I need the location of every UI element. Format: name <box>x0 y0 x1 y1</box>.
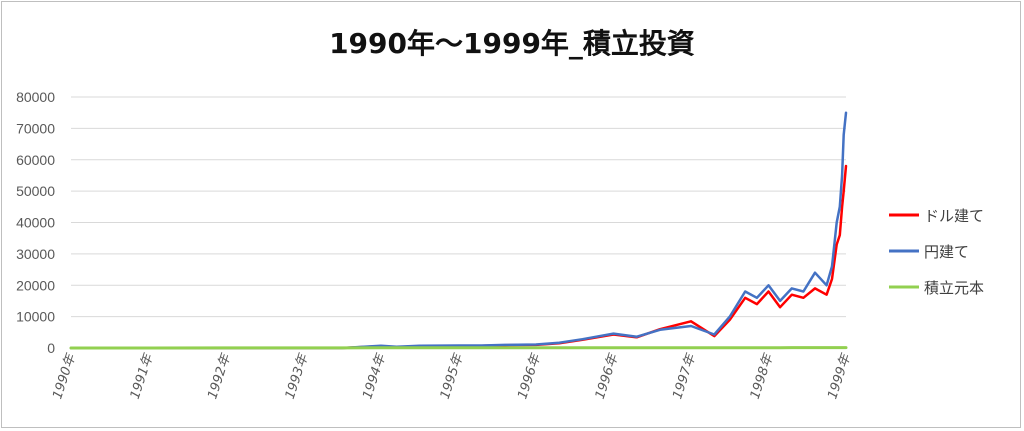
x-tick-label: 1997年 <box>670 351 699 401</box>
x-tick-label: 1996年 <box>593 351 622 401</box>
y-tick-label: 50000 <box>16 183 55 199</box>
x-tick-label: 1996年 <box>515 351 544 401</box>
x-tick-label: 1999年 <box>825 351 854 401</box>
x-tick-label: 1990年 <box>50 351 79 401</box>
y-tick-label: 30000 <box>16 246 55 262</box>
x-tick-label: 1995年 <box>438 351 467 401</box>
legend-label: 円建て <box>924 243 969 261</box>
x-axis-tick-labels: 1990年 1991年 1992年 1993年 1994年 1995年 1996年 1996年… <box>50 351 854 401</box>
series-line-1 <box>69 164 848 350</box>
x-tick-label: 1992年 <box>205 351 234 401</box>
series-line-2 <box>69 111 848 350</box>
y-tick-label: 0 <box>47 340 55 356</box>
x-tick-label: 1998年 <box>748 351 777 401</box>
y-tick-label: 60000 <box>16 152 55 168</box>
y-tick-label: 20000 <box>16 277 55 293</box>
series-lines <box>69 111 848 350</box>
y-tick-label: 10000 <box>16 309 55 325</box>
x-tick-label: 1993年 <box>283 351 312 401</box>
legend-label: ドル建て <box>924 207 984 225</box>
x-tick-label: 1994年 <box>360 351 389 401</box>
x-tick-label: 1991年 <box>128 351 157 401</box>
y-axis-tick-labels: 0 10000 20000 30000 40000 50000 60000 70000 8000… <box>16 89 55 356</box>
chart-title: 1990年～1999年_積立投資 <box>329 27 695 60</box>
gridlines <box>71 96 846 349</box>
y-tick-label: 80000 <box>16 89 55 105</box>
y-tick-label: 70000 <box>16 120 55 136</box>
y-tick-label: 40000 <box>16 215 55 231</box>
legend-label: 積立元本 <box>924 279 984 297</box>
